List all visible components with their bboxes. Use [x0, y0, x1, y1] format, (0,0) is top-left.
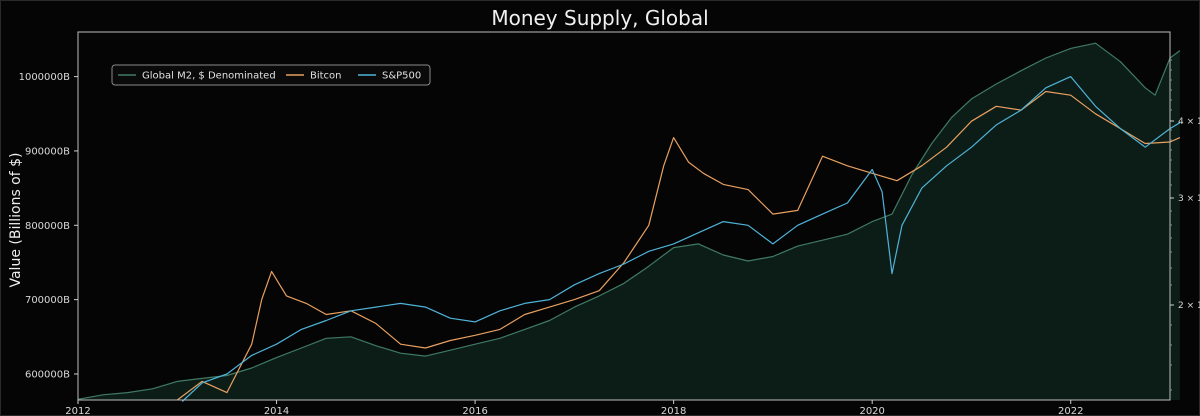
x-tick-label: 2020 — [859, 406, 884, 416]
series-line-0 — [77, 42, 1181, 400]
series-fill-0 — [78, 43, 1180, 400]
series-line-1 — [176, 90, 1181, 401]
x-tick-label: 2012 — [65, 406, 90, 416]
legend-box — [111, 64, 431, 86]
right-tick-label: 3 × 10 — [1178, 194, 1200, 204]
x-tick-label: 2018 — [661, 406, 686, 416]
y-tick-label: 700000B — [25, 295, 70, 306]
legend-label-2: S&P500 — [382, 71, 421, 82]
legend-label-0: Global M2, $ Denominated — [142, 71, 276, 82]
y-tick-label: 900000B — [25, 146, 70, 157]
x-tick-label: 2022 — [1058, 406, 1083, 416]
y-tick-label: 1000000B — [19, 72, 71, 83]
right-tick-label: 4 × 10 — [1178, 117, 1200, 127]
x-tick-label: 2014 — [264, 406, 289, 416]
y-tick-label: 600000B — [25, 369, 70, 380]
y-tick-label: 800000B — [25, 221, 70, 232]
legend-label-1: Bitcon — [310, 71, 342, 82]
chart-title: Money Supply, Global — [491, 6, 709, 30]
right-tick-label: 2 × 10 — [1178, 301, 1200, 311]
x-tick-label: 2016 — [462, 406, 487, 416]
plot-area-border — [77, 31, 1171, 401]
series-line-2 — [181, 75, 1181, 402]
